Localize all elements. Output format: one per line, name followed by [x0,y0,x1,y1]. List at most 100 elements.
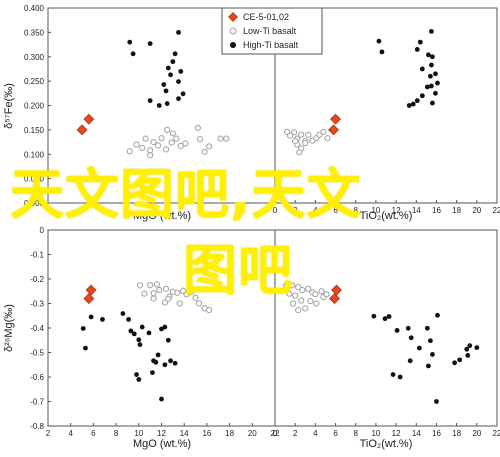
series-low-ti-basalt [284,128,331,156]
x-tick-label: 10 [371,206,380,215]
y-tick-label: -0.6 [30,373,44,382]
data-point [168,72,173,78]
data-point [139,324,145,330]
data-point [126,148,133,155]
plot-frame [274,229,498,427]
data-point [177,142,184,150]
data-point [147,98,153,104]
data-point [291,129,298,136]
data-point [83,113,95,125]
data-point [329,293,340,305]
plot-frame [274,7,498,204]
x-axis-label: TiO₂(wt.%) [360,210,413,222]
x-tick-label: 12 [392,429,401,438]
legend-marker [228,12,238,22]
data-point [419,66,425,72]
y-tick-label: 0.250 [24,77,45,86]
x-tick-label: 20 [472,206,481,215]
data-point [290,300,297,307]
data-point [330,113,341,125]
data-point [88,314,94,320]
y-tick-label: -0.4 [30,324,44,333]
data-point [174,289,181,296]
data-point [318,288,325,295]
data-point [161,299,169,306]
x-tick-label: 20 [248,429,257,438]
data-point [192,294,199,301]
series-high-ti-basalt [376,29,440,108]
data-point [424,325,430,331]
data-point [154,142,162,149]
data-point [196,136,204,143]
x-tick-label: 0 [273,206,278,215]
series-low-ti-basalt [136,281,213,314]
data-point [287,132,294,139]
data-point [136,282,144,289]
panel-bottom-left: 2 4 6 8 10 12 14 16 18 20 220-0.1-0.2-0.3-0.4-0.5-… [3,226,280,450]
y-tick-label: 0.050 [24,175,45,184]
data-point [128,328,134,334]
data-point [141,290,148,297]
data-point [295,307,302,314]
data-point [150,370,155,375]
data-point [150,138,157,146]
data-point [180,91,186,97]
panel-bottom-right: 0 2 4 6 8 10 12 14 16 18 20 22 TiO₂(wt.%) [273,229,500,450]
y-tick-label: -0.1 [30,251,44,260]
legend-box [221,7,323,55]
data-point [83,293,95,305]
data-point [298,131,305,138]
data-point [142,135,149,142]
data-point [179,287,187,294]
data-point [286,290,293,297]
x-tick-label: 14 [412,206,421,215]
data-point [312,291,319,298]
data-point [305,285,312,292]
data-point [328,124,339,136]
data-point [295,283,302,291]
data-point [376,38,382,44]
data-point [76,124,88,136]
data-point [120,311,126,316]
x-axis-label: MgO (wt.%) [133,210,191,222]
data-point [150,290,157,297]
data-point [150,295,157,302]
data-point [430,352,435,357]
y-tick-label: 0.350 [24,28,45,37]
data-point [320,128,327,135]
watermark-line-1: 天文图吧,天文 [10,163,362,226]
data-point [429,62,434,68]
x-axis-label: MgO (wt.%) [133,438,191,450]
legend-label: Low-Ti basalt [243,26,297,36]
data-point [172,51,178,57]
data-point [136,377,142,382]
data-point [85,284,97,296]
data-point [425,52,431,58]
data-point [169,130,176,137]
data-point [299,286,306,294]
data-point [430,54,435,60]
data-point [435,80,440,86]
x-tick-label: 2 [293,429,298,438]
data-point [126,317,131,322]
data-point [168,358,173,364]
x-tick-label: 4 [313,429,318,438]
data-point [323,291,330,298]
data-point [158,135,165,142]
series-ce-5-01-02 [328,113,341,136]
data-point [147,282,154,289]
watermark-line-2: 图吧 [183,239,293,302]
data-point [457,357,463,363]
y-tick-label: 0.150 [24,126,45,135]
data-point [156,286,163,294]
data-point [147,41,153,46]
data-point [414,98,420,104]
data-point [390,372,396,377]
x-tick-label: 8 [354,429,359,438]
data-point [424,84,430,90]
series-ce-5-01-02 [76,113,95,136]
data-point [435,312,440,318]
y-tick-label: 0.200 [24,102,45,111]
legend-marker [229,27,237,35]
